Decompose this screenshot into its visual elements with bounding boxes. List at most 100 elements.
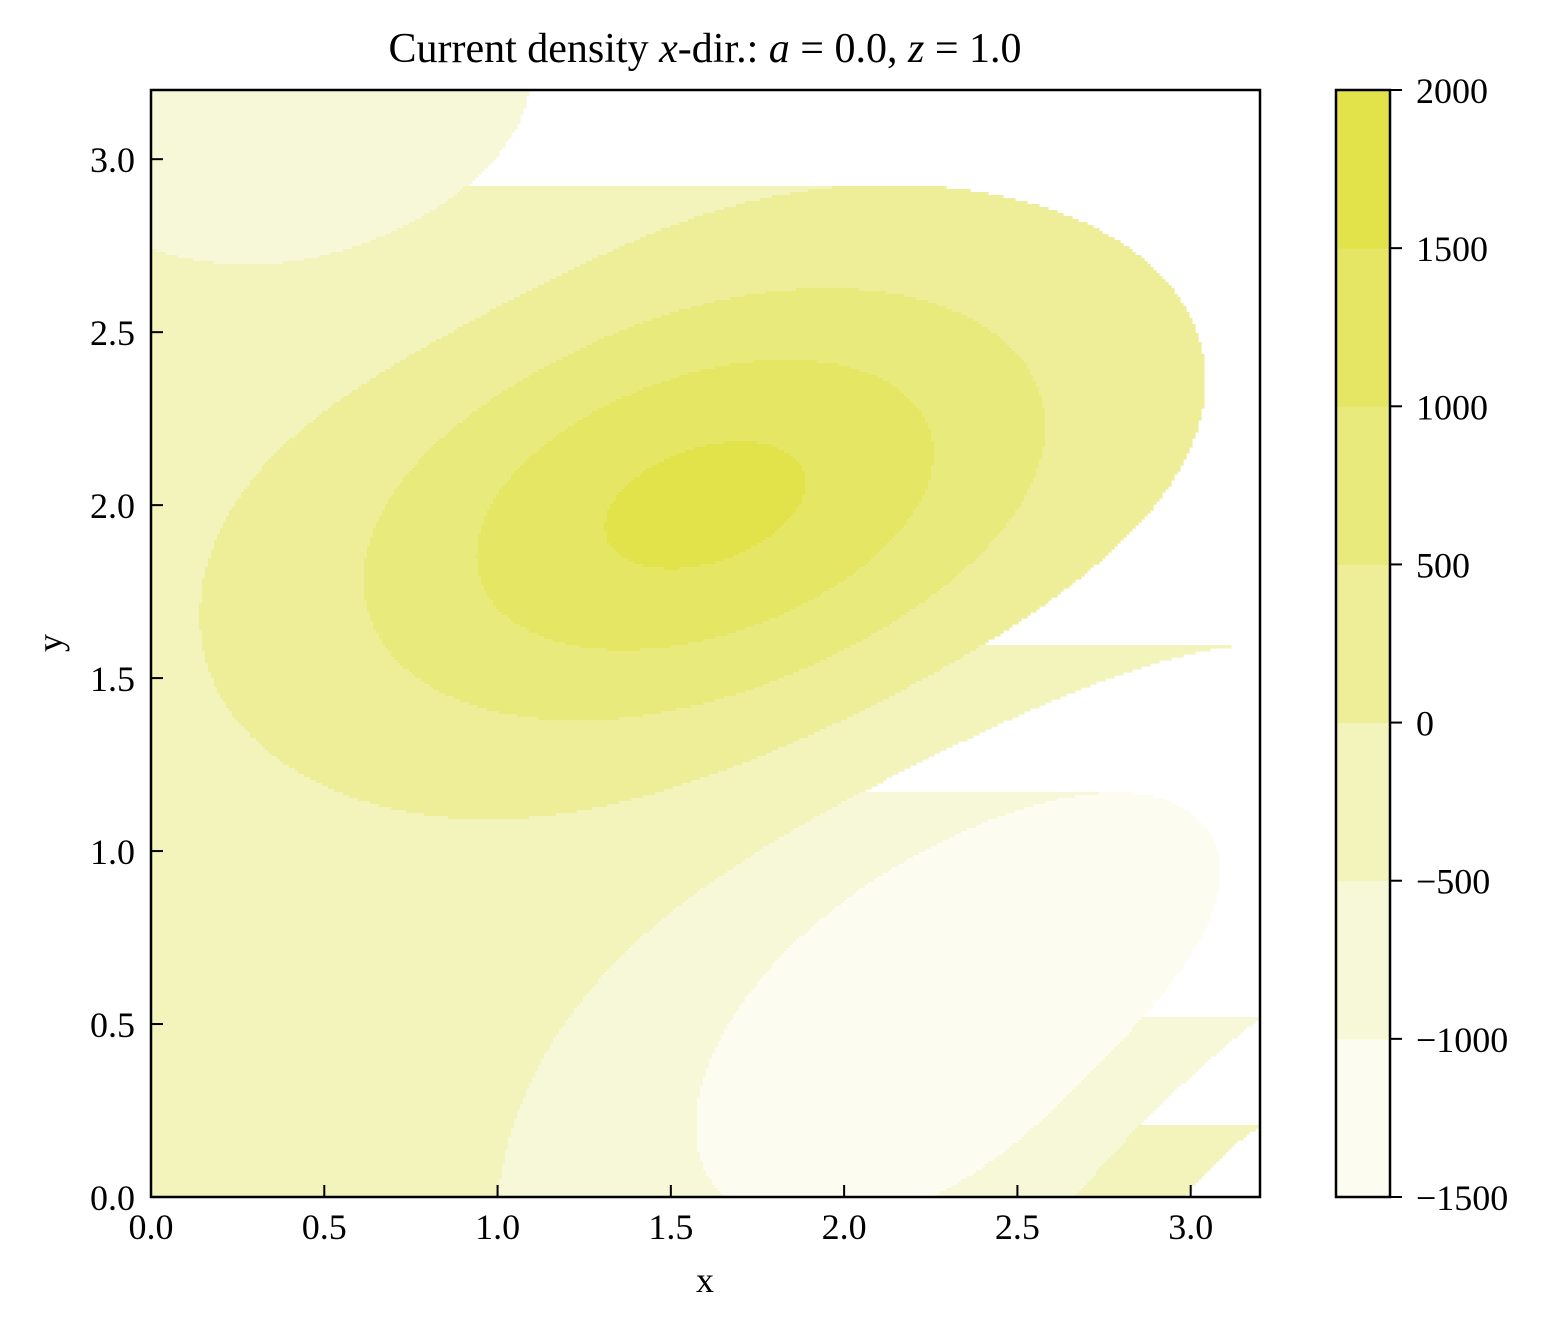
contour-cell [931,465,1040,469]
contour-cell [610,504,800,508]
contour-cell [151,219,416,223]
contour-cell [157,249,344,253]
contour-cell [1075,1086,1178,1090]
contour-cell [271,456,422,460]
contour-cell [910,516,1013,520]
contour-cell [697,1131,1028,1135]
contour-cell [775,531,899,535]
contour-cell [769,618,899,622]
contour-cell [682,783,878,787]
x-axis-label: x [696,1260,714,1300]
colorbar-tick-label: −500 [1416,862,1490,902]
contour-cell [379,516,485,520]
contour-cell [1030,1128,1136,1132]
contour-cell [619,246,1130,250]
contour-cell [199,621,374,625]
contour-cell [604,522,785,526]
contour-cell [277,756,758,760]
contour-cell [1114,1047,1223,1051]
contour-cell [697,1137,1022,1141]
contour-cell [151,588,203,592]
contour-cell [808,189,971,193]
contour-cell [151,1164,503,1168]
contour-cell [502,1170,707,1174]
contour-cell [595,984,758,988]
x-tick-label: 1.5 [648,1207,693,1247]
contour-cell [151,576,206,580]
contour-cell [1027,492,1163,496]
contour-cell [151,192,458,196]
contour-cell [508,615,779,619]
contour-cell [151,1077,533,1081]
contour-cell [757,756,929,760]
contour-cell [1039,393,1205,397]
contour-cell [628,948,788,952]
colorbar [1336,90,1390,1198]
contour-cell [385,504,491,508]
contour-cell [151,984,596,988]
contour-cell [724,207,1049,211]
contour-cell [151,897,689,901]
contour-cell [544,1053,713,1057]
contour-cell [151,231,392,235]
contour-cell [805,483,929,487]
contour-cell [751,759,923,763]
contour-cell [766,753,935,757]
contour-cell [151,171,482,175]
contour-cell [745,690,902,694]
contour-cell [379,633,539,637]
contour-cell [1045,423,1199,427]
contour-cell [931,471,1037,475]
contour-cell [151,1098,524,1102]
contour-cell [592,258,1145,262]
contour-cell [151,804,380,808]
contour-cell [481,582,839,586]
contour-cell [361,384,515,388]
contour-cell [589,990,752,994]
contour-cell [622,489,806,493]
contour-cell [151,126,518,130]
contour-cell [1081,1080,1187,1084]
contour-cell [925,489,1028,493]
contour-cell [517,1116,698,1120]
contour-cell [961,657,1172,661]
contour-cell [841,720,1004,724]
contour-cell [409,354,569,358]
contour-cell [151,483,251,487]
contour-cell [205,654,392,658]
contour-cell [454,330,620,334]
x-tick-label: 2.5 [995,1207,1040,1247]
contour-cell [1081,1188,1193,1192]
contour-cell [550,279,1166,283]
contour-cell [151,849,761,853]
contour-cell [796,459,935,463]
contour-cell [889,624,1013,628]
contour-cell [688,642,857,646]
contour-cell [1042,396,1205,400]
contour-cell [220,531,374,535]
contour-cell [1108,1158,1220,1162]
contour-cell [151,138,509,142]
contour-cell [703,303,938,307]
contour-cell [997,333,1199,337]
contour-cell [151,375,377,379]
contour-cell [745,549,881,553]
contour-cell [562,1026,728,1030]
contour-cell [769,681,917,685]
contour-cell [280,447,431,451]
contour-cell [151,1032,560,1036]
contour-cell [616,549,746,553]
contour-cell [1051,1110,1154,1114]
contour-cell [151,885,707,889]
contour-cell [151,894,695,898]
contour-cell [694,216,1073,220]
colorbar-segment [1336,1038,1390,1198]
contour-cell [151,465,263,469]
contour-cell [607,534,773,538]
contour-cell [454,426,569,430]
contour-cell [505,1155,701,1159]
contour-cell [442,336,605,340]
contour-cell [502,1173,707,1177]
contour-cell [352,246,620,250]
contour-cell [919,501,1022,505]
